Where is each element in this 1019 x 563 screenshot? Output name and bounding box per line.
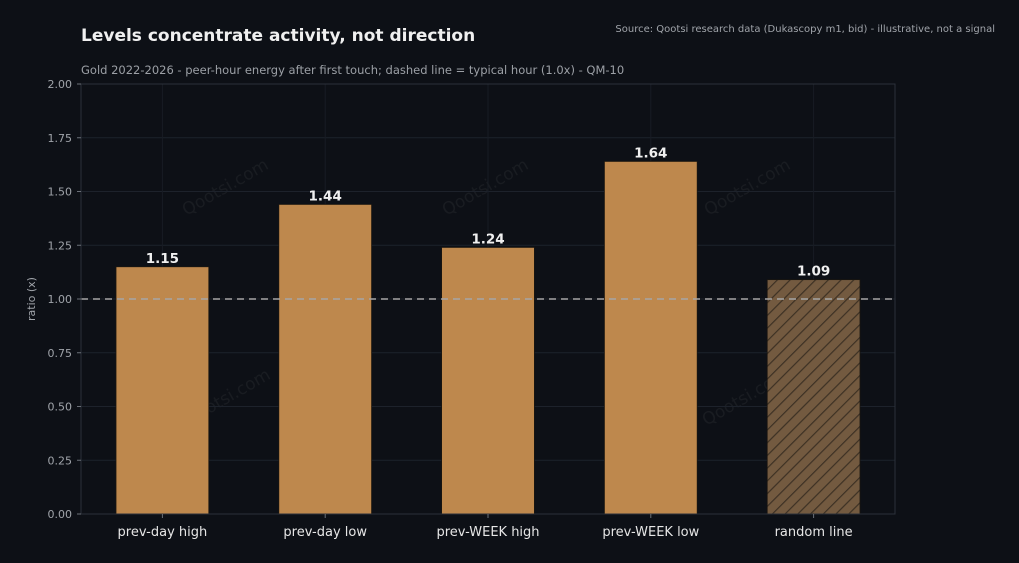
labels: 0.00 0.25 0.50 0.75 1.00 1.25 1.50 1.75 2.00 prev… [25, 78, 853, 540]
bar [604, 160, 698, 515]
bar [278, 203, 372, 515]
y-tick-label: 0.50 [48, 401, 73, 414]
bar [441, 246, 535, 515]
bars [115, 160, 861, 515]
y-tick-label: 1.25 [48, 239, 73, 252]
x-tick-label: random line [775, 525, 853, 540]
y-tick-label: 0.25 [48, 454, 73, 467]
watermark-text: Qootsi.com [439, 155, 532, 220]
y-tick-label: 1.75 [48, 132, 73, 145]
bar-random-line [766, 279, 861, 515]
bar-value-label: 1.24 [471, 231, 504, 247]
x-tick-label: prev-day low [283, 525, 367, 540]
bar-value-label: 1.15 [146, 251, 179, 267]
source-note: Source: Qootsi research data (Dukascopy … [615, 24, 995, 35]
x-tick-label: prev-WEEK low [602, 525, 699, 540]
bar-value-label: 1.44 [309, 188, 342, 204]
y-tick-label: 1.00 [48, 293, 73, 306]
bar [115, 266, 210, 515]
bar-value-label: 1.09 [797, 264, 830, 280]
watermark-text: Qootsi.com [701, 155, 794, 220]
y-tick-label: 1.50 [48, 186, 73, 199]
y-tick-label: 2.00 [48, 78, 73, 91]
x-tick-label: prev-WEEK high [436, 525, 539, 540]
y-tick-label: 0.75 [48, 347, 73, 360]
chart-title: Levels concentrate activity, not directi… [81, 26, 476, 46]
y-tick-label: 0.00 [48, 508, 73, 521]
x-tick-label: prev-day high [118, 525, 208, 540]
y-axis-label: ratio (x) [25, 277, 38, 321]
watermark-text: Qootsi.com [179, 155, 272, 220]
axes [77, 83, 896, 518]
bar-value-label: 1.64 [634, 145, 667, 161]
chart-subtitle: Gold 2022-2026 - peer-hour energy after … [81, 63, 625, 77]
